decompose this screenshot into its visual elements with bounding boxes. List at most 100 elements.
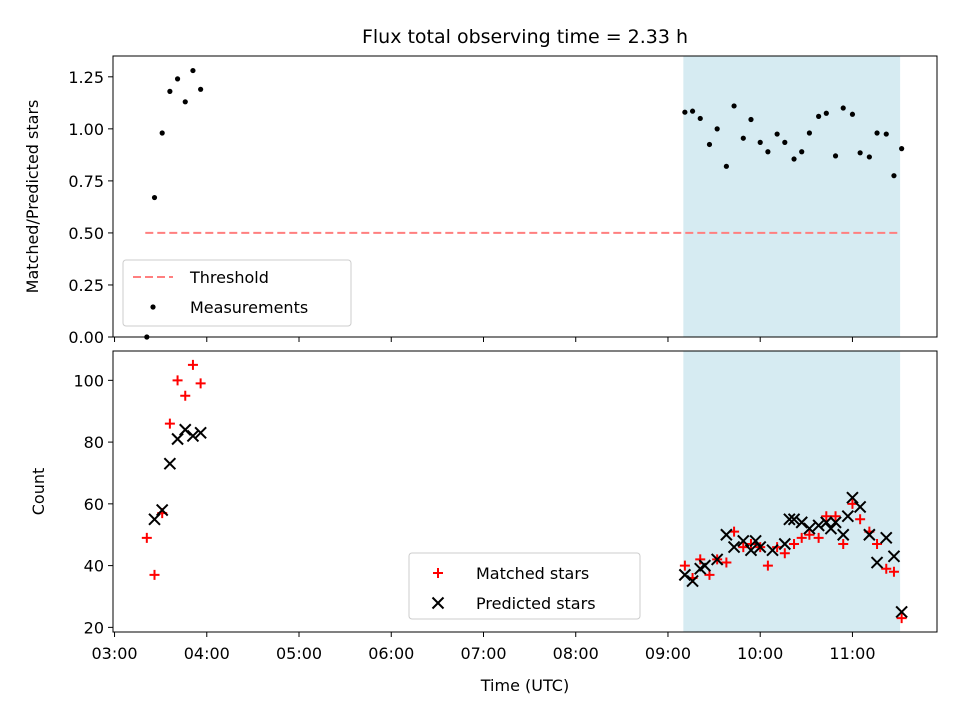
matched-stars-marker xyxy=(779,548,790,559)
x-tick-label: 10:00 xyxy=(737,644,783,663)
y-tick-label: 0.75 xyxy=(68,172,104,191)
measurements-point xyxy=(816,113,822,119)
measurements-point xyxy=(899,146,905,152)
measurements-point xyxy=(891,173,897,179)
predicted-stars-marker xyxy=(186,429,200,443)
x-tick-label: 04:00 xyxy=(184,644,230,663)
predicted-stars-marker xyxy=(148,513,161,526)
y-tick-label: 40 xyxy=(84,557,104,576)
matched-stars-marker xyxy=(172,375,183,386)
measurements-point xyxy=(791,156,797,162)
y-tick-label: 60 xyxy=(84,495,104,514)
measurements-point xyxy=(697,115,703,122)
measurements-point xyxy=(174,76,181,82)
matched-stars-marker xyxy=(695,554,706,565)
measurements-point xyxy=(198,86,204,92)
predicted-stars-marker xyxy=(749,534,762,548)
measurements-point xyxy=(806,130,813,136)
matched-stars-marker xyxy=(830,511,841,522)
y-axis-label: Count xyxy=(29,468,48,516)
x-tick-label: 09:00 xyxy=(645,644,691,663)
y-tick-label: 80 xyxy=(84,433,104,452)
predicted-stars-marker xyxy=(678,568,692,582)
y-tick-label: 1.25 xyxy=(68,68,104,87)
matched-stars-marker xyxy=(679,560,690,571)
predicted-stars-marker xyxy=(727,540,741,554)
measurements-point xyxy=(832,153,839,159)
predicted-stars-marker xyxy=(171,432,184,446)
legend-predicted-swatch xyxy=(431,596,445,610)
matched-stars-marker xyxy=(813,532,824,543)
predicted-stars-marker xyxy=(820,516,833,529)
matched-stars-marker xyxy=(180,390,191,401)
predicted-stars-marker xyxy=(803,522,816,535)
legend-box-bottom xyxy=(408,552,641,620)
legend-label: Threshold xyxy=(189,268,269,287)
legend-measurements-swatch xyxy=(150,304,156,310)
predicted-stars-marker xyxy=(895,605,908,619)
measurements-point xyxy=(774,131,780,137)
chart-title: Flux total observing time = 2.33 h xyxy=(362,26,688,48)
predicted-stars-marker xyxy=(766,543,779,557)
predicted-stars-marker xyxy=(846,491,859,504)
predicted-stars-marker xyxy=(787,513,801,526)
measurements-point xyxy=(714,126,720,132)
x-tick-label: 07:00 xyxy=(460,644,506,663)
predicted-stars-marker xyxy=(778,537,792,551)
x-tick-label: 03:00 xyxy=(91,644,137,663)
matched-stars-marker xyxy=(855,514,866,525)
observing-window-band-2 xyxy=(683,351,901,632)
measurements-point xyxy=(874,130,880,136)
predicted-stars-marker xyxy=(179,423,192,436)
measurements-point xyxy=(840,105,846,111)
measurements-point xyxy=(849,111,856,117)
x-tick-label: 06:00 xyxy=(368,644,414,663)
predicted-stars-marker xyxy=(812,519,825,532)
y-tick-label: 100 xyxy=(73,371,104,390)
y-tick-label: 0.00 xyxy=(68,328,104,347)
matched-stars-marker xyxy=(721,557,732,568)
measurements-point xyxy=(682,109,688,115)
x-tick-label: 08:00 xyxy=(553,644,599,663)
matched-stars-marker xyxy=(141,532,152,543)
matched-stars-marker xyxy=(888,566,899,577)
y-tick-label: 1.00 xyxy=(68,120,104,139)
plot-frame-1 xyxy=(112,55,938,338)
predicted-stars-marker xyxy=(841,509,855,523)
measurements-point xyxy=(167,88,173,94)
measurements-point xyxy=(799,149,805,155)
plot-frame-2 xyxy=(112,350,938,633)
matched-stars-marker xyxy=(872,538,883,549)
predicted-stars-marker xyxy=(853,500,867,514)
measurements-point xyxy=(159,130,165,136)
predicted-stars-marker xyxy=(795,516,808,529)
predicted-stars-marker xyxy=(870,556,884,569)
predicted-stars-marker xyxy=(829,516,842,529)
measurements-point xyxy=(883,131,889,137)
matched-stars-marker xyxy=(187,359,198,370)
predicted-stars-marker xyxy=(863,528,876,541)
predicted-stars-marker xyxy=(720,528,733,541)
predicted-stars-marker xyxy=(194,426,207,440)
y-axis-label: Matched/Predicted stars xyxy=(23,100,42,294)
predicted-stars-marker xyxy=(155,503,169,517)
predicted-stars-marker xyxy=(754,540,767,554)
matched-stars-marker xyxy=(838,538,849,549)
x-axis-label: Time (UTC) xyxy=(480,676,569,695)
predicted-stars-marker xyxy=(824,522,838,535)
matched-stars-marker xyxy=(164,418,175,429)
measurements-point xyxy=(723,163,729,169)
predicted-stars-marker xyxy=(737,534,750,548)
predicted-stars-marker xyxy=(887,550,901,563)
measurements-point xyxy=(190,67,196,74)
measurements-point xyxy=(857,150,863,156)
observing-window-band-1 xyxy=(683,56,901,337)
measurements-point xyxy=(689,108,696,114)
x-tick-label: 05:00 xyxy=(276,644,322,663)
measurements-point xyxy=(765,149,771,155)
matched-stars-marker xyxy=(195,378,206,389)
matched-stars-marker xyxy=(804,529,815,540)
predicted-stars-marker xyxy=(163,457,177,470)
